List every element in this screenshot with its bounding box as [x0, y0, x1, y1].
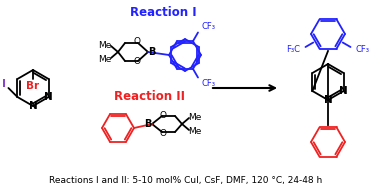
- Text: O: O: [160, 111, 166, 119]
- Text: N: N: [339, 86, 348, 96]
- Text: Reaction I: Reaction I: [130, 5, 196, 19]
- Text: F₃C: F₃C: [286, 44, 301, 53]
- Text: O: O: [160, 129, 166, 138]
- Text: Reaction II: Reaction II: [115, 91, 185, 104]
- Text: I: I: [2, 79, 6, 89]
- Text: B: B: [144, 119, 152, 129]
- Text: Me: Me: [98, 40, 112, 50]
- Text: Me: Me: [98, 54, 112, 64]
- Text: Me: Me: [188, 126, 202, 136]
- Text: O: O: [134, 57, 141, 67]
- Text: B: B: [148, 47, 156, 57]
- Text: O: O: [134, 37, 141, 46]
- Text: N: N: [324, 95, 332, 105]
- Text: CF₃: CF₃: [201, 22, 216, 31]
- Text: CF₃: CF₃: [355, 44, 370, 53]
- Text: N: N: [44, 92, 53, 102]
- Text: Reactions I and II: 5-10 mol% CuI, CsF, DMF, 120 °C, 24-48 h: Reactions I and II: 5-10 mol% CuI, CsF, …: [49, 177, 323, 185]
- Text: Me: Me: [188, 112, 202, 122]
- Text: CF₃: CF₃: [201, 79, 216, 88]
- Text: Br: Br: [26, 81, 40, 91]
- Text: N: N: [29, 101, 37, 111]
